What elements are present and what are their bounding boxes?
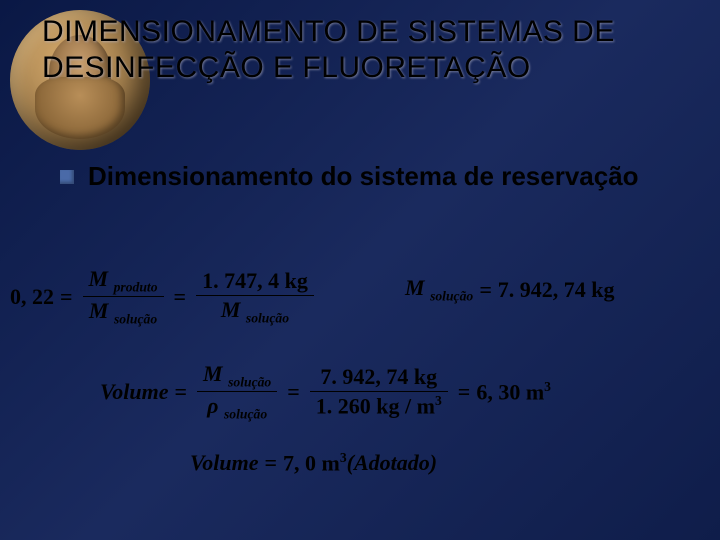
eq3-lhs-sym: V — [190, 450, 202, 475]
eq2-lhs-sym: V — [100, 379, 112, 404]
eq2-rhs-sup: 3 — [544, 379, 551, 394]
eq1-lhs: 0, 22 — [10, 284, 54, 310]
eq3-lhs-rest: olume — [202, 450, 258, 475]
equals-sign: = — [458, 379, 471, 405]
eq1-f1-num-sym: M — [89, 266, 109, 291]
eq2-frac1: M solução ρ solução — [197, 360, 277, 424]
eq3-note: (Adotado) — [347, 450, 437, 476]
equals-sign: = — [479, 277, 492, 303]
eq1b-lhs-sym: M — [405, 275, 425, 300]
eq1-f2-num: 1. 747, 4 kg — [196, 267, 314, 295]
eq1-f1-den-sym: M — [89, 298, 109, 323]
eq1b-lhs-sub: solução — [430, 288, 473, 303]
slide-title: DIMENSIONAMENTO DE SISTEMAS DE DESINFECÇ… — [42, 14, 700, 86]
equals-sign: = — [60, 284, 73, 310]
eq3-rhs-sup: 3 — [340, 450, 347, 465]
eq1-f2-den-sym: M — [221, 297, 241, 322]
eq1-f1-den-sub: solução — [114, 312, 157, 327]
eq1-f2-den-sub: solução — [246, 310, 289, 325]
equals-sign: = — [264, 450, 277, 476]
equals-sign: = — [174, 284, 187, 310]
eq2-f1-num-sym: M — [203, 361, 223, 386]
equals-sign: = — [174, 379, 187, 405]
eq2-rhs-val: 6, 30 m — [476, 379, 544, 404]
equation-1: 0, 22 = M produto M solução = 1. 747, 4 … — [10, 265, 318, 329]
eq2-f2-den: 1. 260 kg / m — [316, 394, 435, 419]
eq1-frac1: M produto M solução — [83, 265, 164, 329]
equation-3: Volume = 7, 0 m3 (Adotado) — [190, 450, 437, 476]
eq2-frac2: 7. 942, 74 kg 1. 260 kg / m3 — [310, 363, 448, 420]
eq1-frac2: 1. 747, 4 kg M solução — [196, 267, 314, 327]
equation-2: Volume = M solução ρ solução = 7. 942, 7… — [100, 360, 551, 424]
eq1b-rhs: 7. 942, 74 kg — [498, 277, 615, 303]
equation-1b: M solução = 7. 942, 74 kg — [405, 275, 615, 304]
eq2-lhs-rest: olume — [112, 379, 168, 404]
eq2-f2-den-sup: 3 — [435, 393, 442, 408]
eq3-rhs-val: 7, 0 m — [283, 450, 340, 475]
eq1-f1-num-sub: produto — [114, 279, 158, 294]
slide-subtitle: Dimensionamento do sistema de reservação — [88, 160, 639, 193]
bullet-item: Dimensionamento do sistema de reservação — [60, 160, 680, 193]
eq2-f1-den-sym: ρ — [207, 393, 218, 418]
equals-sign: = — [287, 379, 300, 405]
eq2-f1-num-sub: solução — [228, 374, 271, 389]
eq2-f2-num: 7. 942, 74 kg — [314, 363, 443, 391]
eq2-f1-den-sub: solução — [224, 407, 267, 422]
bullet-icon — [60, 170, 74, 184]
